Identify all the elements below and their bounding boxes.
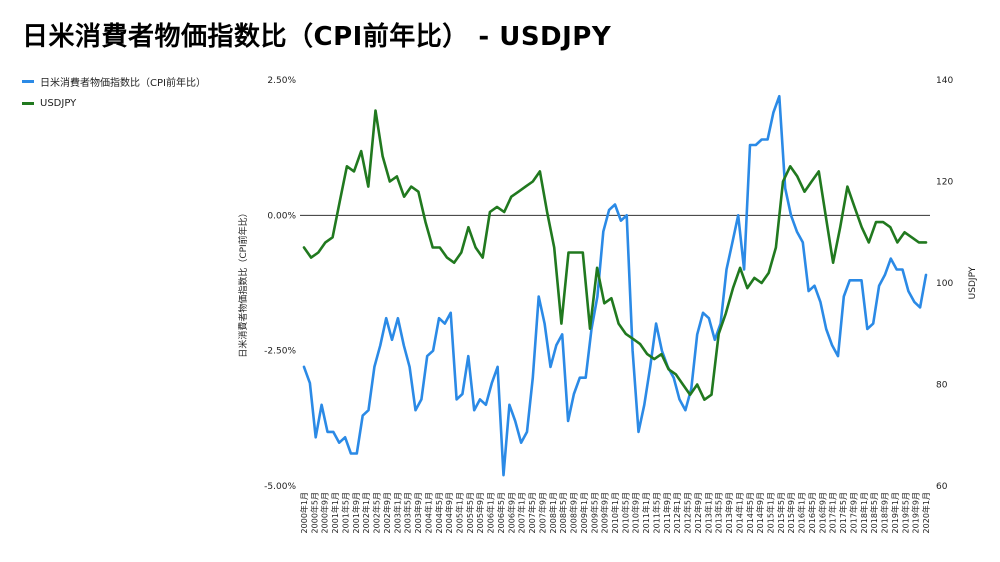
chart-title: 日米消費者物価指数比（CPI前年比） - USDJPY (22, 22, 612, 52)
x-tick-label: 2014年9月 (755, 492, 765, 533)
x-tick-label: 2012年1月 (672, 492, 682, 533)
x-tick-label: 2006年9月 (506, 492, 516, 533)
x-tick-label: 2019年9月 (911, 492, 921, 533)
cpi-series-line (302, 94, 928, 477)
x-tick-label: 2016年9月 (817, 492, 827, 533)
x-tick-label: 2016年1月 (797, 492, 807, 533)
x-tick-label: 2003年5月 (403, 492, 413, 533)
x-tick-label: 2003年9月 (413, 492, 423, 533)
x-tick-label: 2012年9月 (693, 492, 703, 533)
x-tick-label: 2016年5月 (807, 492, 817, 533)
x-tick-label: 2014年1月 (734, 492, 744, 533)
x-tick-label: 2017年9月 (848, 492, 858, 533)
y-left-tick-label: -2.50% (264, 347, 296, 357)
x-tick-label: 2017年5月 (838, 492, 848, 533)
x-tick-label: 2018年5月 (869, 492, 879, 533)
x-tick-label: 2015年9月 (786, 492, 796, 533)
x-tick-label: 2019年5月 (900, 492, 910, 533)
x-tick-label: 2009年9月 (600, 492, 610, 533)
x-tick-label: 2018年9月 (880, 492, 890, 533)
x-tick-label: 2020年1月 (921, 492, 931, 533)
y-right-tick-label: 80 (936, 381, 948, 391)
legend-label-usdjpy: USDJPY (40, 97, 77, 109)
x-tick-label: 2006年5月 (496, 492, 506, 533)
legend-swatch-usdjpy (22, 101, 34, 105)
x-tick-label: 2014年5月 (745, 492, 755, 533)
x-tick-label: 2018年1月 (859, 492, 869, 533)
usdjpy-series-line (302, 109, 928, 402)
legend-item-cpi[interactable]: 日米消費者物価指数比（CPI前年比） (22, 70, 206, 92)
legend-label-cpi: 日米消費者物価指数比（CPI前年比） (40, 77, 206, 89)
x-tick-label: 2010年5月 (620, 492, 630, 533)
y-right-tick-label: 60 (936, 482, 948, 492)
x-tick-label: 2011年9月 (662, 492, 672, 533)
y-right-axis-title: USDJPY (968, 266, 978, 299)
y-right-tick-label: 140 (936, 76, 953, 86)
x-tick-label: 2013年9月 (724, 492, 734, 533)
y-left-axis-title: 日米消費者物価指数比（CPI前年比） (237, 208, 249, 357)
x-tick-label: 2008年5月 (558, 492, 568, 533)
x-tick-label: 2008年1月 (548, 492, 558, 533)
legend-swatch-cpi (22, 79, 34, 83)
y-right-tick-label: 100 (936, 279, 953, 289)
x-tick-label: 2017年1月 (828, 492, 838, 533)
x-tick-label: 2001年1月 (330, 492, 340, 533)
x-tick-label: 2000年1月 (299, 492, 309, 533)
x-tick-label: 2006年1月 (486, 492, 496, 533)
x-tick-label: 2013年5月 (714, 492, 724, 533)
x-tick-label: 2019年1月 (890, 492, 900, 533)
x-tick-label: 2005年1月 (455, 492, 465, 533)
x-tick-label: 2015年1月 (766, 492, 776, 533)
x-tick-label: 2001年9月 (351, 492, 361, 533)
y-left-tick-label: 0.00% (267, 211, 296, 221)
x-tick-label: 2012年5月 (683, 492, 693, 533)
y-left-tick-label: 2.50% (267, 76, 296, 86)
x-tick-label: 2011年5月 (651, 492, 661, 533)
x-tick-label: 2009年5月 (589, 492, 599, 533)
x-tick-label: 2004年1月 (423, 492, 433, 533)
x-tick-label: 2002年9月 (382, 492, 392, 533)
legend: 日米消費者物価指数比（CPI前年比） USDJPY (22, 70, 206, 114)
x-tick-label: 2005年5月 (465, 492, 475, 533)
x-tick-label: 2015年5月 (776, 492, 786, 533)
x-tick-label: 2007年9月 (537, 492, 547, 533)
x-tick-label: 2001年5月 (340, 492, 350, 533)
x-tick-label: 2008年9月 (569, 492, 579, 533)
x-tick-label: 2005年9月 (475, 492, 485, 533)
legend-item-usdjpy[interactable]: USDJPY (22, 92, 206, 114)
x-tick-label: 2000年5月 (309, 492, 319, 533)
y-left-tick-label: -5.00% (264, 482, 296, 492)
x-tick-label: 2013年1月 (703, 492, 713, 533)
x-tick-label: 2000年9月 (320, 492, 330, 533)
x-tick-label: 2002年5月 (372, 492, 382, 533)
x-tick-label: 2002年1月 (361, 492, 371, 533)
x-tick-label: 2011年1月 (641, 492, 651, 533)
x-tick-label: 2010年1月 (610, 492, 620, 533)
y-right-tick-label: 120 (936, 178, 953, 188)
x-tick-label: 2004年9月 (444, 492, 454, 533)
x-tick-label: 2007年5月 (527, 492, 537, 533)
x-tick-label: 2009年1月 (579, 492, 589, 533)
x-tick-label: 2007年1月 (517, 492, 527, 533)
x-tick-label: 2010年9月 (631, 492, 641, 533)
x-tick-label: 2003年1月 (392, 492, 402, 533)
x-tick-label: 2004年5月 (434, 492, 444, 533)
